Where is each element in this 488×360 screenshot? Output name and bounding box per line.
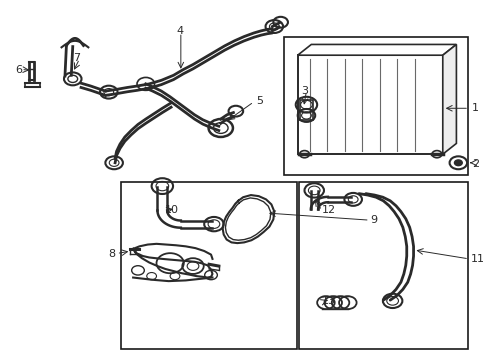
Text: 2: 2: [471, 159, 478, 169]
Circle shape: [453, 160, 461, 166]
Polygon shape: [297, 44, 455, 55]
Text: 4: 4: [176, 26, 183, 36]
Text: 13: 13: [322, 296, 335, 306]
Bar: [284, 37, 467, 175]
Text: 7: 7: [73, 53, 80, 63]
Text: 10: 10: [165, 206, 179, 216]
Bar: [297, 55, 442, 154]
Text: 3: 3: [301, 86, 308, 96]
Polygon shape: [442, 44, 455, 154]
Text: 8: 8: [108, 248, 115, 258]
Text: 5: 5: [256, 96, 263, 106]
Bar: [121, 182, 296, 348]
Text: 1: 1: [471, 103, 478, 113]
Bar: [298, 182, 467, 348]
Text: 6: 6: [15, 64, 22, 75]
Bar: [299, 100, 313, 120]
Text: 9: 9: [370, 215, 377, 225]
Text: 12: 12: [322, 206, 335, 216]
Text: 11: 11: [469, 254, 484, 264]
